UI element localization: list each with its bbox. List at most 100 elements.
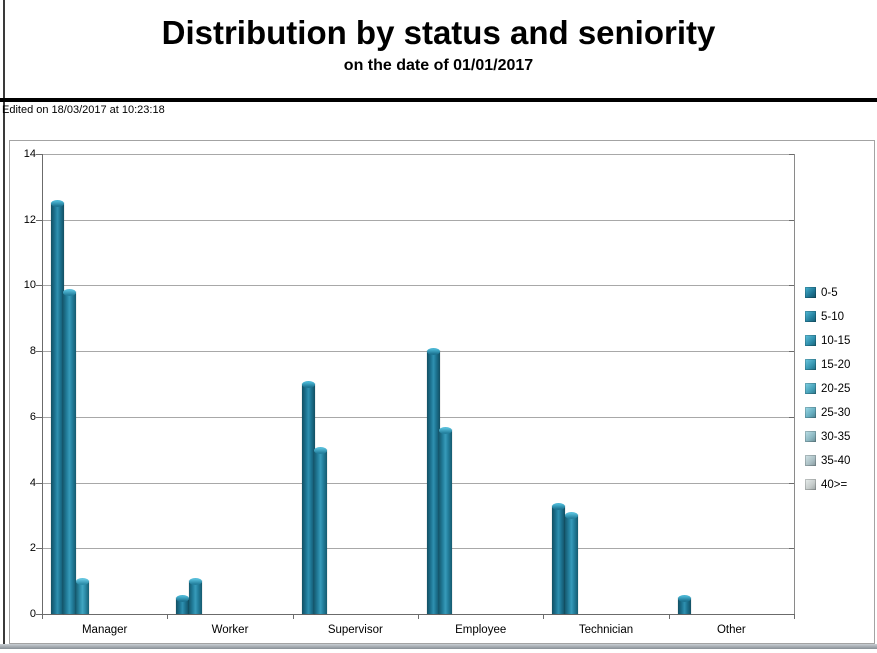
legend-label-0-5: 0-5 [821, 286, 838, 299]
bar-cap [427, 348, 440, 356]
page-bottom-edge [0, 644, 877, 649]
legend-swatch-40>= [805, 479, 816, 490]
y-right-tick [789, 219, 794, 221]
legend-label-20-25: 20-25 [821, 382, 851, 395]
y-tick-label: 10 [23, 279, 36, 292]
legend-item-30-35: 30-35 [805, 430, 850, 443]
y-axis-tick [36, 351, 42, 353]
y-axis-tick [36, 154, 42, 155]
page-title: Distribution by status and seniority [161, 14, 716, 51]
y-axis-tick [36, 285, 42, 287]
bar-5-10-Supervisor [314, 449, 328, 614]
y-axis-tick [36, 416, 42, 418]
legend-swatch-25-30 [805, 407, 816, 418]
bar-5-10-Worker [188, 581, 202, 614]
legend-label-15-20: 15-20 [821, 358, 851, 371]
y-tick-label: 14 [23, 148, 36, 160]
x-axis-tick [794, 615, 795, 619]
y-right-tick [789, 285, 794, 287]
x-axis-tick [668, 615, 670, 619]
legend-swatch-20-25 [805, 383, 816, 394]
gridline [42, 154, 794, 155]
y-right-tick [789, 154, 794, 155]
bar-cap [564, 512, 578, 520]
y-tick-label: 2 [29, 542, 36, 555]
bar-0-5-Technician [552, 505, 566, 614]
x-category-label: Worker [211, 624, 249, 636]
page-left-border [3, 0, 5, 644]
legend-item-0-5: 0-5 [805, 286, 838, 299]
y-axis-tick [36, 219, 42, 221]
y-tick-label: 12 [23, 213, 36, 226]
x-category-label: Employee [455, 624, 507, 636]
y-axis-line [42, 154, 43, 614]
x-axis-tick [167, 615, 169, 619]
y-tick-label: 6 [29, 410, 36, 423]
x-axis-tick [543, 615, 545, 619]
bar-cap [301, 381, 315, 388]
page-subtitle: on the date of 01/01/2017 [343, 57, 534, 74]
bar-cap [51, 200, 64, 208]
legend-swatch-10-15 [805, 335, 816, 346]
bar-cap [677, 594, 691, 602]
bar-5-10-Manager [63, 292, 77, 614]
bar-cap [188, 578, 202, 586]
x-axis-line [42, 614, 795, 615]
legend-label-25-30: 25-30 [821, 406, 851, 419]
x-category-label: Manager [81, 624, 128, 636]
y-tick-label: 0 [29, 608, 36, 620]
bar-cap [176, 594, 190, 602]
bar-cap [314, 446, 328, 454]
x-category-label: Other [716, 624, 746, 636]
legend-label-10-15: 10-15 [821, 334, 851, 347]
legend-swatch-35-40 [805, 455, 816, 466]
bar-10-15-Manager [75, 581, 89, 614]
legend-item-25-30: 25-30 [805, 406, 850, 419]
legend-label-40>=: 40>= [821, 478, 848, 491]
gridline [42, 351, 794, 353]
y-right-tick [789, 548, 794, 550]
plot-right-line [794, 154, 795, 614]
legend-item-20-25: 20-25 [805, 382, 850, 395]
y-axis-tick [36, 548, 42, 550]
edited-timestamp: Edited on 18/03/2017 at 10:23:18 [2, 104, 165, 116]
legend-item-15-20: 15-20 [805, 358, 850, 371]
x-axis-tick [418, 615, 419, 619]
bar-5-10-Employee [439, 430, 453, 614]
y-axis-tick [36, 614, 42, 615]
gridline [42, 548, 794, 550]
legend-item-35-40: 35-40 [805, 454, 850, 467]
y-right-tick [789, 351, 794, 353]
y-right-tick [789, 482, 794, 484]
bar-0-5-Employee [427, 351, 440, 614]
bar-0-5-Worker [176, 597, 190, 614]
legend-swatch-0-5 [805, 287, 816, 298]
bar-cap [439, 427, 453, 434]
gridline [42, 219, 794, 221]
x-axis-tick [292, 615, 294, 619]
x-category-label: Technician [578, 624, 634, 636]
legend-swatch-30-35 [805, 431, 816, 442]
legend-item-40>=: 40>= [805, 478, 847, 491]
title-divider [0, 98, 877, 102]
gridline [42, 416, 794, 418]
legend-swatch-15-20 [805, 359, 816, 370]
bar-cap [75, 578, 89, 586]
bar-0-5-Supervisor [301, 384, 315, 614]
legend-label-35-40: 35-40 [821, 454, 851, 467]
bar-0-5-Other [677, 597, 691, 614]
legend-label-5-10: 5-10 [821, 310, 845, 323]
y-tick-label: 8 [29, 345, 36, 358]
y-right-tick [789, 416, 794, 418]
bar-5-10-Technician [564, 515, 578, 614]
bar-cap [552, 502, 566, 510]
gridline [42, 482, 794, 484]
x-category-label: Supervisor [327, 624, 383, 636]
bar-cap [63, 289, 77, 296]
bar-0-5-Manager [51, 203, 64, 614]
y-axis-tick [36, 482, 42, 484]
y-tick-label: 4 [29, 476, 36, 489]
